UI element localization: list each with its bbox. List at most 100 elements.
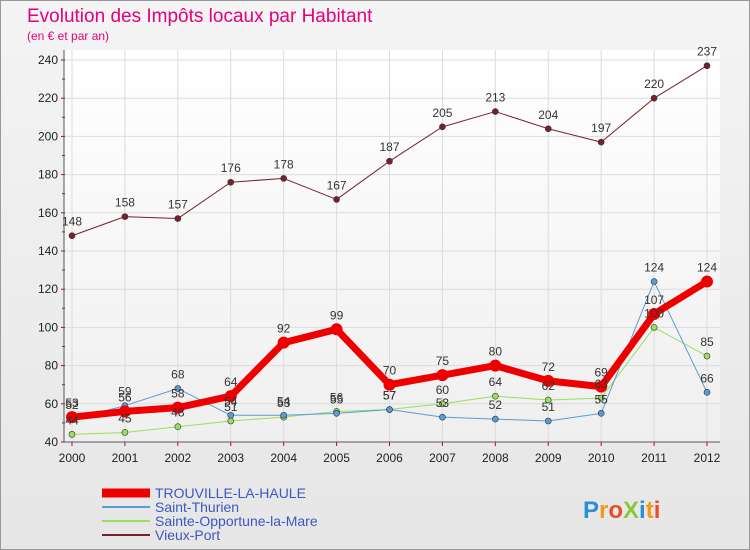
logo-letter: o xyxy=(608,497,623,524)
data-point xyxy=(277,336,290,349)
x-tick-label: 2004 xyxy=(270,451,297,465)
logo-letter: X xyxy=(623,497,639,524)
y-tick-label: 120 xyxy=(38,282,58,296)
logo-letter: i xyxy=(654,497,661,524)
y-tick-label: 240 xyxy=(38,53,58,67)
data-label: 62 xyxy=(542,379,556,393)
data-label: 57 xyxy=(383,389,397,403)
chart-title: Evolution des Impôts locaux par Habitant xyxy=(27,6,373,27)
data-label: 204 xyxy=(538,108,558,122)
data-label: 60 xyxy=(436,383,450,397)
y-tick-label: 100 xyxy=(38,320,58,334)
logo-letter: r xyxy=(599,497,608,524)
data-point xyxy=(171,401,184,414)
data-point xyxy=(703,389,711,396)
data-label: 56 xyxy=(330,390,344,404)
data-point xyxy=(383,378,396,391)
data-label: 100 xyxy=(644,306,664,320)
data-label: 63 xyxy=(594,377,608,391)
data-label: 158 xyxy=(115,196,135,210)
data-label: 220 xyxy=(644,77,664,91)
data-label: 187 xyxy=(379,140,399,154)
data-point xyxy=(597,410,605,417)
data-point xyxy=(492,415,499,423)
data-label: 99 xyxy=(330,308,344,322)
data-label: 157 xyxy=(168,198,188,212)
data-point xyxy=(174,423,182,431)
x-tick-label: 2005 xyxy=(323,451,350,465)
data-label: 51 xyxy=(224,400,238,414)
data-label: 80 xyxy=(489,345,503,359)
data-point xyxy=(386,406,393,413)
data-label: 53 xyxy=(436,396,450,410)
x-tick-label: 2000 xyxy=(59,451,86,465)
data-label: 45 xyxy=(118,411,132,425)
data-label: 124 xyxy=(644,261,664,275)
data-label: 72 xyxy=(542,360,556,374)
data-point xyxy=(121,429,129,436)
y-tick-label: 40 xyxy=(45,435,59,449)
y-tick-label: 140 xyxy=(38,244,58,258)
data-point xyxy=(439,413,446,421)
data-label: 178 xyxy=(274,157,294,171)
x-tick-label: 2011 xyxy=(641,451,667,465)
proxiti-logo: ProXiti xyxy=(583,497,660,524)
data-label: 66 xyxy=(700,371,714,385)
x-tick-label: 2009 xyxy=(535,451,562,465)
data-point xyxy=(280,175,287,182)
legend-label: Saint-Thurien xyxy=(155,499,239,515)
data-point xyxy=(68,431,76,438)
data-point xyxy=(439,123,446,131)
data-point xyxy=(703,62,711,70)
chart-subtitle: (en € et par an) xyxy=(27,29,109,43)
data-label: 54 xyxy=(224,394,238,408)
series-group xyxy=(66,62,713,438)
data-point xyxy=(650,278,658,285)
data-point xyxy=(280,411,287,419)
x-tick-label: 2006 xyxy=(376,451,403,465)
grid xyxy=(64,50,720,443)
data-point xyxy=(227,417,235,425)
data-label: 64 xyxy=(224,375,238,389)
data-label: 85 xyxy=(700,335,714,349)
data-point xyxy=(544,396,552,404)
data-point xyxy=(439,400,446,408)
data-label: 92 xyxy=(277,322,291,336)
data-label: 75 xyxy=(436,354,450,368)
x-tick-label: 2002 xyxy=(164,451,191,465)
data-point xyxy=(650,94,658,102)
data-point xyxy=(227,411,235,419)
data-label: 55 xyxy=(594,392,608,406)
x-tick-label: 2001 xyxy=(112,451,139,465)
data-point xyxy=(118,405,131,418)
data-label: 107 xyxy=(644,293,664,307)
logo-text: ProXiti xyxy=(583,497,660,524)
x-tick-label: 2007 xyxy=(429,451,456,465)
data-point xyxy=(174,215,182,222)
x-tick-label: 2012 xyxy=(694,451,721,465)
y-tick-label: 180 xyxy=(38,168,58,182)
y-tick-label: 200 xyxy=(38,129,58,143)
data-label: 53 xyxy=(65,396,79,410)
data-label: 54 xyxy=(277,394,291,408)
data-point xyxy=(66,411,78,424)
data-label: 64 xyxy=(489,375,503,389)
x-tick-label: 2003 xyxy=(217,451,244,465)
data-point xyxy=(701,275,713,288)
data-label: 124 xyxy=(697,261,717,275)
data-point xyxy=(597,394,605,402)
data-point xyxy=(544,417,552,425)
x-tick-label: 2010 xyxy=(588,451,615,465)
data-point xyxy=(333,410,340,417)
data-label: 237 xyxy=(697,45,717,59)
logo-letter: t xyxy=(646,497,654,524)
data-label: 69 xyxy=(594,366,608,380)
data-label: 167 xyxy=(327,178,347,192)
y-tick-label: 220 xyxy=(38,91,58,105)
data-label: 51 xyxy=(542,400,556,414)
data-label: 205 xyxy=(432,106,452,120)
y-tick-label: 160 xyxy=(38,206,58,220)
data-label: 58 xyxy=(171,387,185,401)
data-label: 56 xyxy=(118,390,132,404)
